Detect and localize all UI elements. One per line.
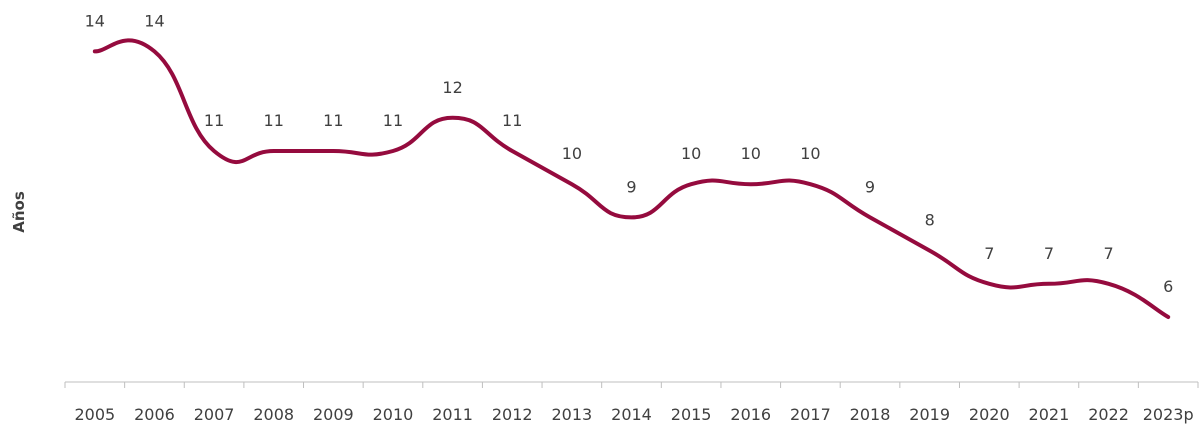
data-label: 6 (1163, 277, 1173, 296)
x-tick-label: 2015 (671, 405, 712, 424)
data-label: 9 (626, 177, 636, 196)
x-tick-label: 2019 (909, 405, 950, 424)
y-axis-title: Años (10, 191, 28, 233)
data-label: 10 (562, 144, 582, 163)
x-tick-label: 2020 (969, 405, 1010, 424)
data-label: 14 (85, 11, 105, 30)
x-tick-label: 2018 (850, 405, 891, 424)
x-tick-label: 2012 (492, 405, 533, 424)
data-labels: 14 14 11 11 11 11 12 11 10 9 10 10 10 9 8 7 7 7 6 (85, 11, 1174, 296)
x-tick-label: 2008 (253, 405, 294, 424)
x-tick-label: 2017 (790, 405, 831, 424)
x-tick-label: 2014 (611, 405, 652, 424)
x-tick-label: 2022 (1088, 405, 1129, 424)
data-label: 9 (865, 177, 875, 196)
x-tick-label: 2006 (134, 405, 175, 424)
data-label: 10 (681, 144, 701, 163)
data-label: 7 (1044, 244, 1054, 263)
data-label: 8 (925, 211, 935, 230)
x-tick-label: 2021 (1029, 405, 1070, 424)
x-tick-label: 2016 (730, 405, 771, 424)
data-label: 10 (800, 144, 820, 163)
x-axis-tick-labels: 2005 2006 2007 2008 2009 2010 2011 2012 2013 2014… (74, 405, 1193, 424)
x-tick-label: 2010 (373, 405, 414, 424)
data-label: 7 (984, 244, 994, 263)
data-label: 10 (741, 144, 761, 163)
x-tick-label: 2013 (552, 405, 593, 424)
x-tick-label: 2023p (1143, 405, 1194, 424)
data-label: 11 (204, 111, 224, 130)
x-tick-label: 2009 (313, 405, 354, 424)
series-line (92, 38, 1171, 319)
data-label: 11 (383, 111, 403, 130)
x-tick-label: 2011 (432, 405, 473, 424)
data-label: 12 (442, 78, 462, 97)
x-tick-label: 2007 (194, 405, 235, 424)
data-label: 11 (502, 111, 522, 130)
data-label: 11 (323, 111, 343, 130)
data-label: 14 (144, 11, 164, 30)
data-label: 7 (1103, 244, 1113, 263)
x-tick-label: 2005 (74, 405, 115, 424)
data-label: 11 (264, 111, 284, 130)
x-axis-ticks (64, 382, 1199, 388)
